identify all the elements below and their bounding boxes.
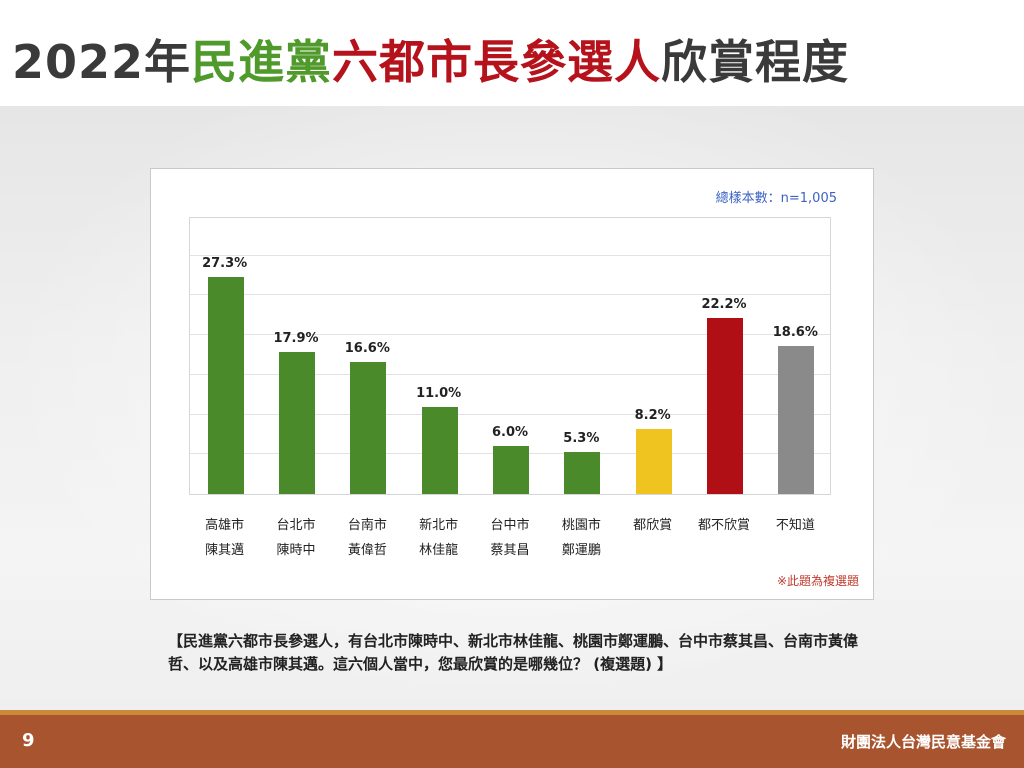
bar bbox=[778, 346, 815, 494]
title-topic: 欣賞程度 bbox=[661, 35, 850, 89]
organization-name: 財團法人台灣民意基金會 bbox=[840, 733, 1006, 751]
bar bbox=[707, 317, 743, 494]
bar bbox=[564, 451, 601, 494]
bar-value-label: 17.9% bbox=[273, 330, 319, 346]
bar bbox=[635, 428, 672, 494]
chart-card: 總樣本數：n=1,005 ※此題為複選題 27.3% 高雄市 陳其邁 17.9% 台北… bbox=[150, 168, 874, 600]
category-label: 高雄市 陳其邁 bbox=[205, 518, 245, 558]
category-label: 新北市 林佳龍 bbox=[419, 518, 459, 558]
category-label: 不知道 bbox=[775, 518, 815, 533]
title-year: 2022年 bbox=[12, 35, 192, 89]
category-label: 台北市 陳時中 bbox=[276, 518, 316, 558]
bar-value-label: 22.2% bbox=[701, 296, 747, 312]
bar bbox=[279, 351, 315, 494]
title-candidates: 六都市長參選人 bbox=[332, 35, 662, 89]
gridline bbox=[190, 294, 830, 296]
bar bbox=[207, 277, 244, 494]
gridline bbox=[190, 334, 830, 336]
bar-value-label: 18.6% bbox=[772, 325, 818, 341]
footer: 9 財團法人台灣民意基金會 bbox=[0, 715, 1024, 768]
bar-value-label: 8.2% bbox=[634, 407, 671, 423]
category-label: 台中市 蔡其昌 bbox=[490, 518, 530, 558]
bar bbox=[350, 362, 387, 494]
page-title: 2022年民進黨六都市長參選人欣賞程度 bbox=[12, 26, 849, 92]
bar-value-label: 5.3% bbox=[563, 430, 600, 446]
bar bbox=[421, 406, 458, 494]
bar-value-label: 6.0% bbox=[491, 425, 529, 441]
title-party: 民進黨 bbox=[191, 35, 333, 89]
gridline bbox=[190, 373, 830, 375]
bar-value-label: 11.0% bbox=[416, 385, 462, 401]
category-label: 都欣賞 bbox=[633, 518, 673, 533]
multiple-choice-note: ※此題為複選題 bbox=[776, 574, 859, 588]
bar-value-label: 27.3% bbox=[202, 256, 248, 272]
category-label: 台南市 黃偉哲 bbox=[347, 518, 387, 558]
bar bbox=[493, 446, 529, 494]
gridline bbox=[190, 413, 830, 415]
footer-stripe bbox=[0, 710, 1024, 715]
plot-area bbox=[189, 217, 831, 495]
category-label: 都不欣賞 bbox=[697, 518, 750, 533]
category-label: 桃園市 鄭運鵬 bbox=[561, 518, 601, 558]
title-bar: 2022年民進黨六都市長參選人欣賞程度 bbox=[0, 0, 1024, 106]
page-number: 9 bbox=[22, 730, 35, 751]
survey-question: 【民進黨六都市長參選人，有台北市陳時中、新北市林佳龍、桃園市鄭運鵬、台中市蔡其昌… bbox=[168, 632, 859, 673]
bar-value-label: 16.6% bbox=[344, 341, 390, 357]
sample-size-label: 總樣本數：n=1,005 bbox=[715, 191, 837, 206]
gridline bbox=[190, 254, 830, 256]
